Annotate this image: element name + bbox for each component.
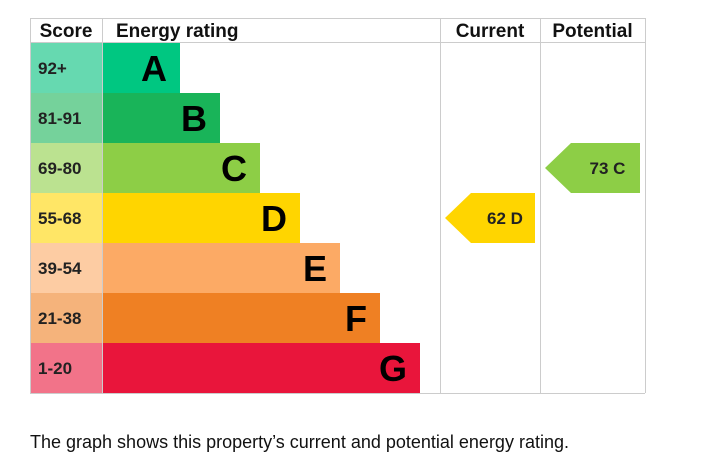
rating-bar-c (102, 143, 260, 193)
potential-label: 73 C (590, 159, 626, 178)
header-energy-rating: Energy rating (116, 21, 238, 42)
score-label-d: 55-68 (38, 209, 81, 228)
rating-letter-a: A (141, 48, 167, 89)
rating-letter-g: G (379, 348, 407, 389)
score-label-b: 81-91 (38, 109, 81, 128)
score-label-g: 1-20 (38, 359, 72, 378)
rating-letter-f: F (345, 298, 367, 339)
header-score: Score (40, 21, 93, 42)
rating-bar-a (102, 43, 180, 93)
rating-letter-b: B (181, 98, 207, 139)
score-label-f: 21-38 (38, 309, 81, 328)
score-cell-e (30, 243, 102, 293)
score-label-a: 92+ (38, 59, 67, 78)
score-cell-c (30, 143, 102, 193)
score-cell-g (30, 343, 102, 393)
rating-bar-b (102, 93, 220, 143)
rating-letter-e: E (303, 248, 327, 289)
score-cell-f (30, 293, 102, 343)
header-potential: Potential (552, 21, 632, 42)
rating-bar-d (102, 193, 300, 243)
rating-letter-c: C (221, 148, 247, 189)
rating-letter-d: D (261, 198, 287, 239)
rating-bar-f (102, 293, 380, 343)
score-label-c: 69-80 (38, 159, 81, 178)
current-arrow (445, 193, 535, 243)
potential-arrow (545, 143, 640, 193)
header-current: Current (456, 21, 525, 42)
current-label: 62 D (487, 209, 523, 228)
rating-bar-e (102, 243, 340, 293)
rating-bar-g (102, 343, 420, 393)
chart-caption: The graph shows this property’s current … (30, 432, 569, 452)
score-cell-d (30, 193, 102, 243)
score-cell-a (30, 43, 102, 93)
score-cell-b (30, 93, 102, 143)
score-label-e: 39-54 (38, 259, 82, 278)
